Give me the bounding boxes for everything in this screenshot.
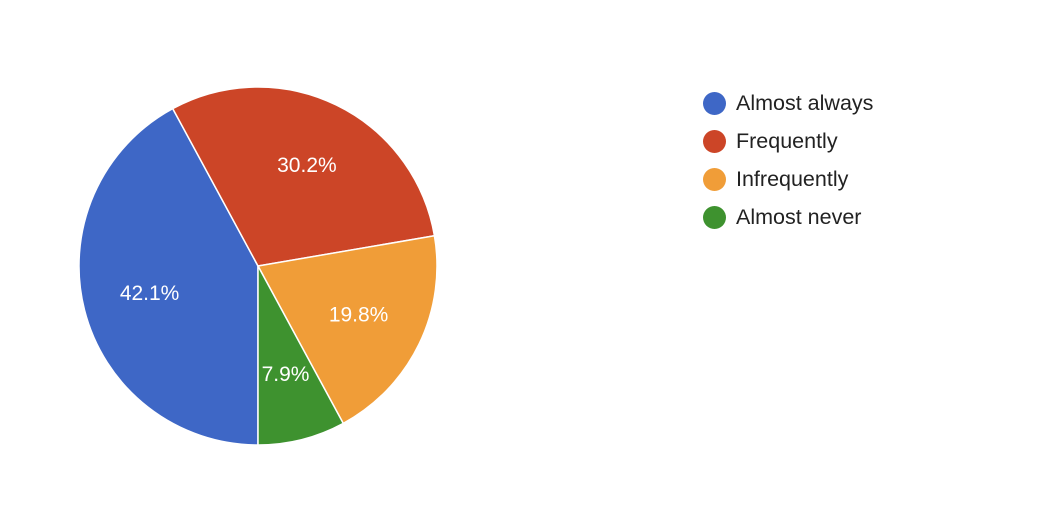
chart-legend: Almost always Frequently Infrequently Almos…: [703, 84, 873, 236]
legend-swatch-almost-never: [703, 205, 726, 229]
pie-slice-almost-always: [78, 107, 259, 446]
pie-slice-labels: 42.1% 30.2% 19.8% 7.9%: [120, 154, 389, 386]
legend-label-almost-never: Almost never: [736, 204, 862, 229]
legend-label-frequently: Frequently: [736, 128, 838, 153]
legend-label-almost-always: Almost always: [736, 90, 874, 115]
legend-item-infrequently: Infrequently: [703, 160, 873, 198]
slice-label-infrequently: 19.8%: [329, 303, 389, 326]
slice-label-almost-always: 42.1%: [120, 282, 180, 305]
legend-swatch-almost-always: [703, 91, 726, 115]
legend-label-infrequently: Infrequently: [736, 166, 849, 191]
slice-label-almost-never: 7.9%: [262, 363, 310, 386]
legend-item-almost-always: Almost always: [703, 84, 873, 122]
legend-swatch-frequently: [703, 129, 726, 153]
pie-slice-frequently: [172, 86, 436, 267]
legend-item-almost-never: Almost never: [703, 198, 873, 236]
pie-slices: [78, 86, 438, 446]
legend-item-frequently: Frequently: [703, 122, 873, 160]
slice-label-frequently: 30.2%: [277, 154, 337, 177]
legend-swatch-infrequently: [703, 167, 726, 191]
pie-slice-infrequently: [257, 235, 438, 425]
pie-slice-almost-never: [257, 265, 344, 446]
